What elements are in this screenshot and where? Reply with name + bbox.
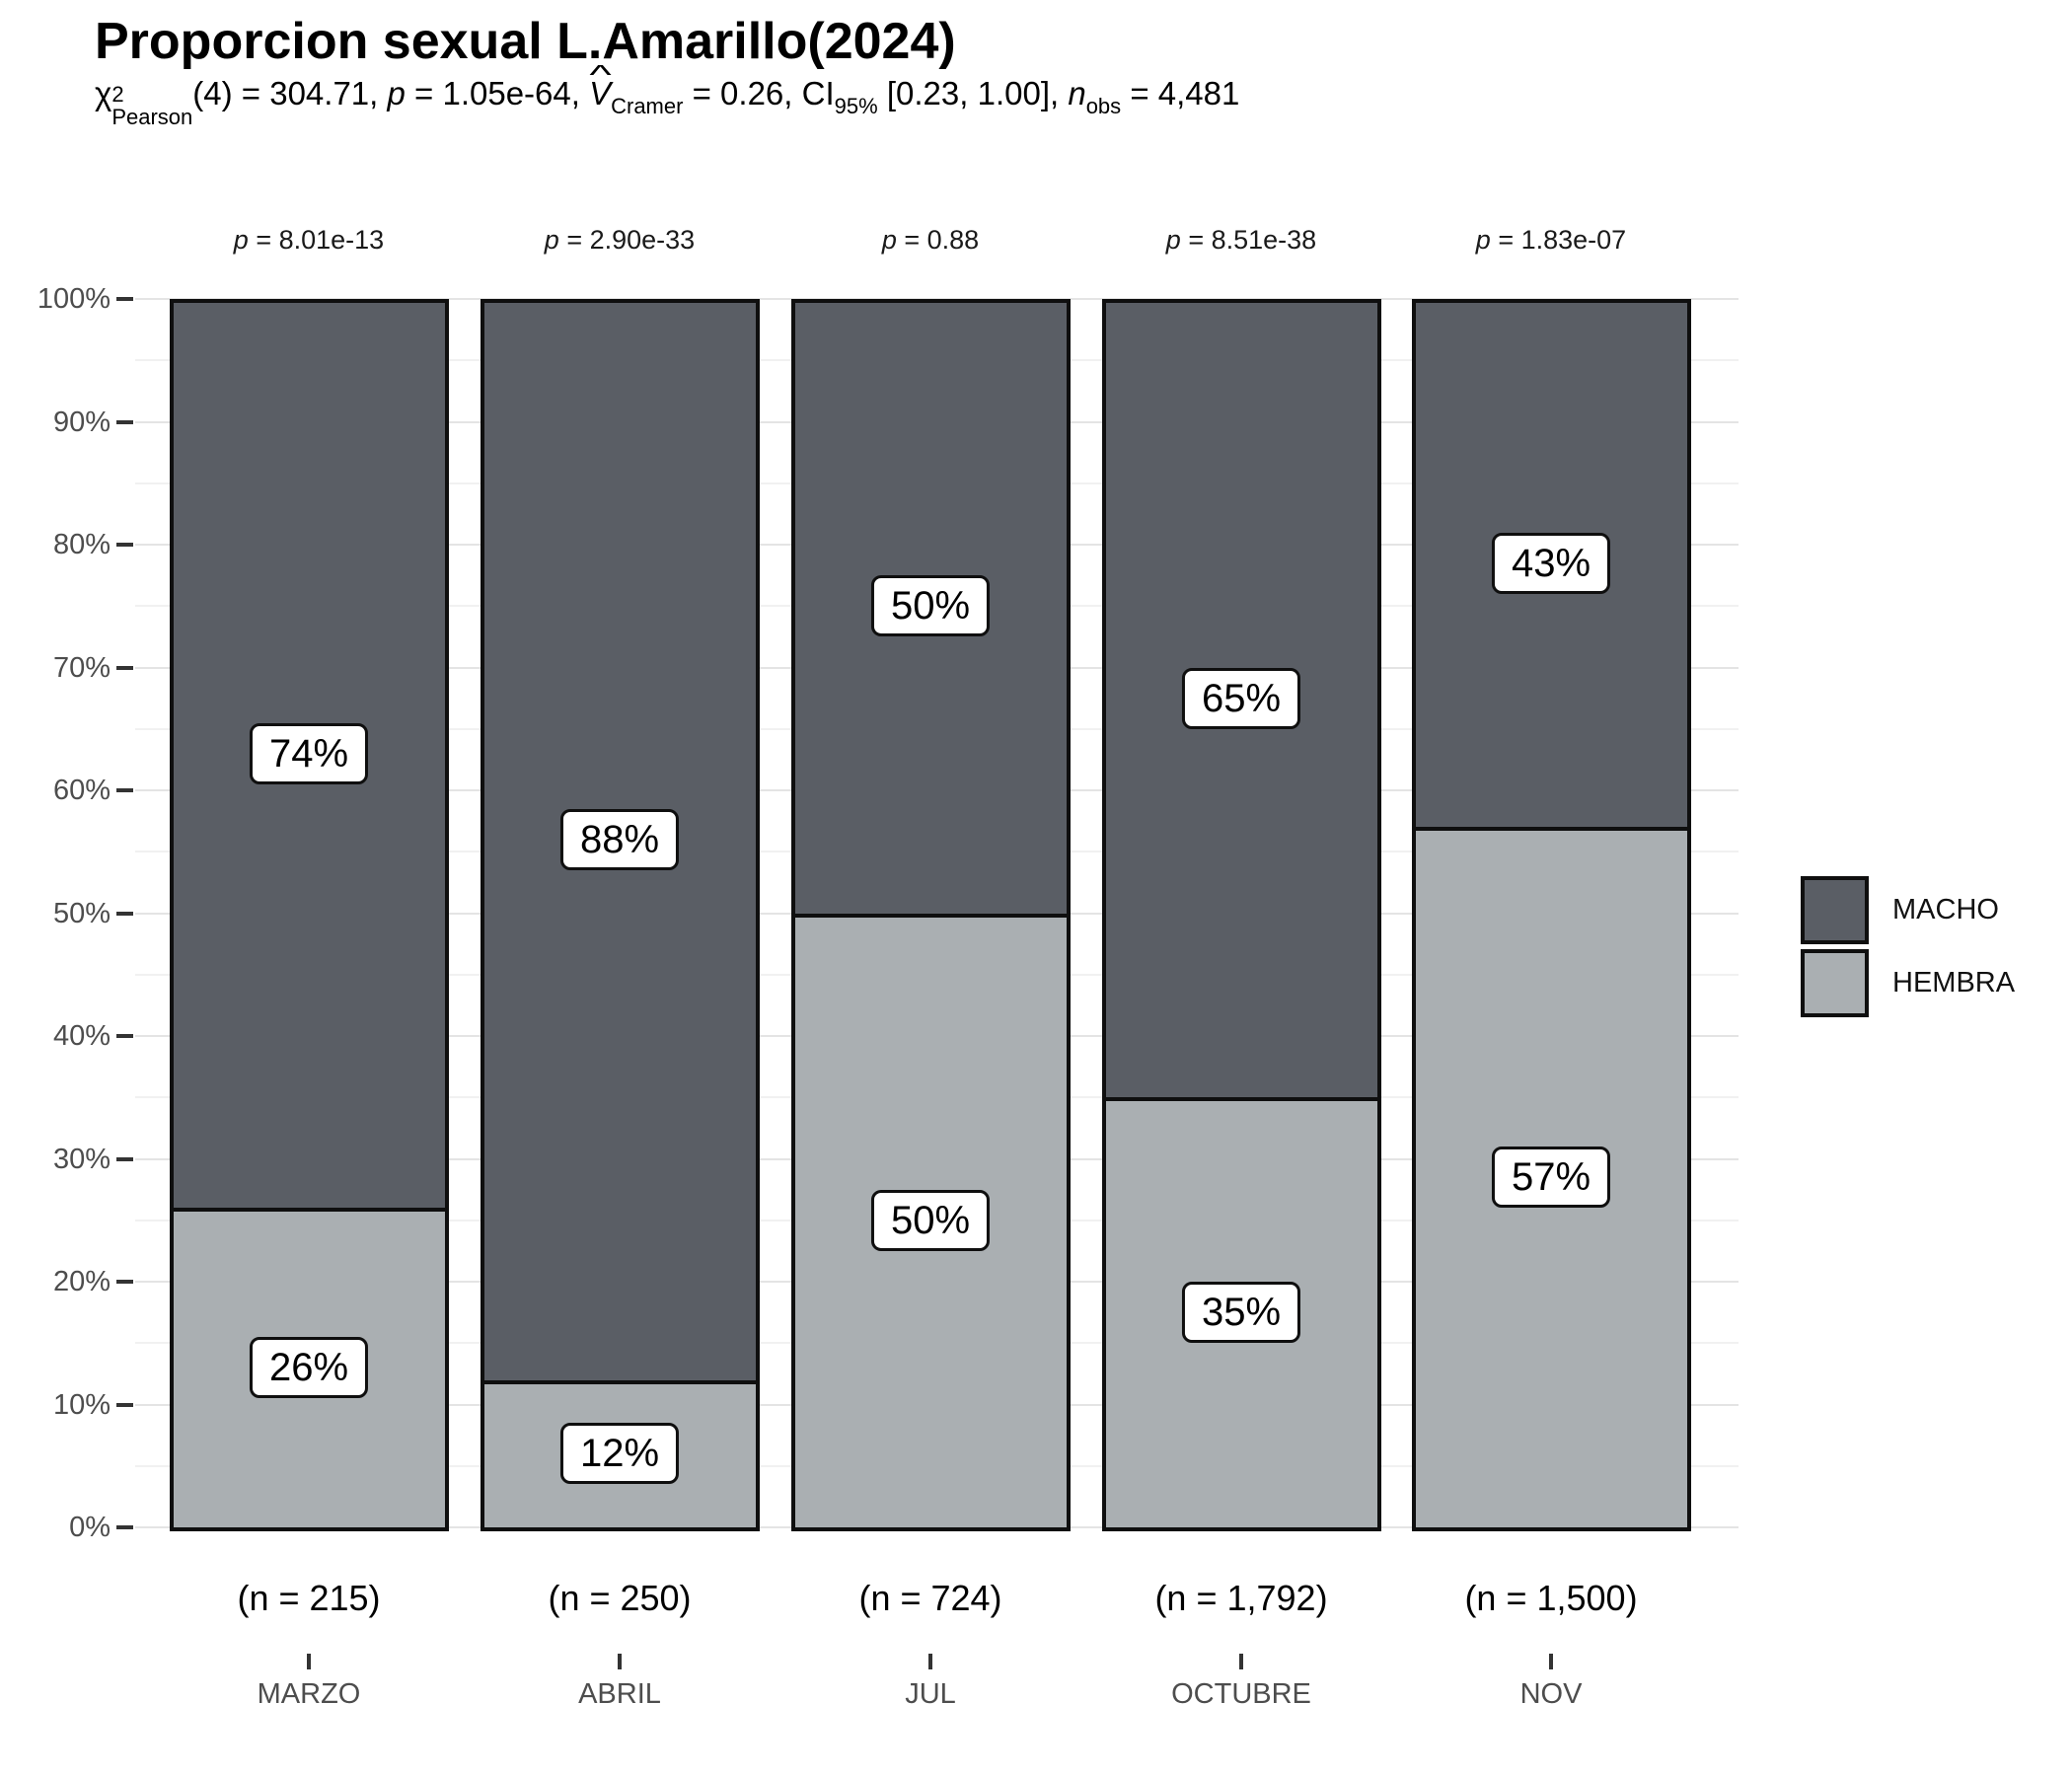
value-label-hembra: 26% [249, 1337, 369, 1399]
y-axis-tick [116, 665, 133, 670]
legend-item-macho: MACHO [1801, 876, 2015, 944]
p-symbol: p [1475, 225, 1491, 255]
p-value-label: p = 2.90e-33 [545, 223, 695, 257]
x-axis-tick [1239, 1654, 1243, 1669]
value-label-hembra: 57% [1491, 1147, 1611, 1209]
p-value-text: = 8.01e-13 [248, 225, 385, 255]
ci-subscript: 95% [834, 94, 878, 118]
y-axis-tick [116, 1156, 133, 1161]
chart-title: Proporcion sexual L.Amarillo(2024) [95, 13, 956, 70]
p-value-label: p = 1.83e-07 [1476, 223, 1626, 257]
n-symbol: n [1068, 75, 1086, 111]
y-axis-tick [116, 419, 133, 424]
p-symbol: p [233, 225, 249, 255]
legend-swatch-hembra [1801, 949, 1869, 1017]
p-value-label: p = 8.51e-38 [1166, 223, 1316, 257]
legend-item-hembra: HEMBRA [1801, 949, 2015, 1017]
y-axis-tick [116, 1280, 133, 1284]
ci-text: [0.23, 1.00], [877, 75, 1069, 111]
x-axis-label-octubre: OCTUBRE [1171, 1678, 1311, 1710]
p-symbol: p [881, 225, 897, 255]
p-value-text: = 2.90e-33 [558, 225, 696, 255]
y-axis-label: 40% [52, 1020, 111, 1052]
value-label-hembra: 12% [559, 1423, 680, 1485]
v-cramer-symbol: ^ V [589, 59, 612, 111]
value-label-macho: 65% [1181, 667, 1301, 729]
p-value-label: p = 0.88 [882, 223, 979, 257]
value-label-hembra: 35% [1181, 1282, 1301, 1344]
chi-stat-text: (4) = 304.71, [192, 75, 388, 111]
y-axis-tick [116, 788, 133, 792]
y-axis-label: 60% [52, 775, 111, 806]
p-symbol: p [387, 75, 406, 111]
sample-size-label: (n = 250) [548, 1578, 692, 1618]
x-axis-tick [928, 1654, 932, 1669]
x-axis-label-abril: ABRIL [578, 1678, 661, 1710]
y-axis-label: 50% [52, 897, 111, 929]
y-axis-label: 30% [52, 1143, 111, 1175]
y-axis-label: 80% [52, 529, 111, 560]
y-axis-label: 100% [37, 283, 111, 315]
y-axis-tick [116, 911, 133, 916]
y-axis-tick [116, 297, 133, 301]
x-axis-label-jul: JUL [905, 1678, 956, 1710]
y-axis-tick [116, 1402, 133, 1407]
y-axis-tick [116, 543, 133, 547]
x-axis-tick [307, 1654, 311, 1669]
y-axis-label: 0% [69, 1512, 111, 1543]
x-axis-label-nov: NOV [1519, 1678, 1583, 1710]
n-text: = 4,481 [1121, 75, 1240, 111]
y-axis-label: 90% [52, 406, 111, 438]
sample-size-label: (n = 1,792) [1154, 1578, 1328, 1618]
sample-size-label: (n = 215) [237, 1578, 381, 1618]
legend: MACHO HEMBRA [1801, 876, 2015, 1022]
x-axis-label-marzo: MARZO [257, 1678, 361, 1710]
chi-sup-sub: 2 Pearson [111, 83, 192, 128]
value-label-macho: 74% [249, 722, 369, 784]
n-subscript: obs [1085, 94, 1122, 118]
chi-exponent: 2 [111, 82, 124, 107]
p-value-label: p = 8.01e-13 [234, 223, 384, 257]
hat-accent: ^ [589, 59, 612, 90]
p-value-text: = 1.83e-07 [1490, 225, 1627, 255]
y-axis-tick [116, 1034, 133, 1038]
value-label-hembra: 50% [870, 1189, 991, 1251]
y-axis-label: 20% [52, 1266, 111, 1297]
chi-subscript: Pearson [111, 105, 193, 129]
value-label-macho: 50% [870, 575, 991, 637]
v-stat-text: = 0.26, [683, 75, 802, 111]
y-axis-label: 70% [52, 651, 111, 684]
sample-size-label: (n = 724) [858, 1578, 1002, 1618]
chi-symbol: χ [95, 75, 112, 111]
chart-subtitle: χ 2 Pearson (4) = 304.71, p = 1.05e-64, ^ VC… [95, 59, 1240, 128]
sample-size-label: (n = 1,500) [1464, 1578, 1638, 1618]
value-label-macho: 88% [559, 808, 680, 870]
legend-label-macho: MACHO [1892, 894, 1999, 925]
p-value-text: = 0.88 [896, 225, 980, 255]
legend-label-hembra: HEMBRA [1892, 967, 2016, 999]
legend-swatch-macho [1801, 876, 1869, 944]
value-label-macho: 43% [1491, 532, 1611, 594]
x-axis-tick [1549, 1654, 1553, 1669]
x-axis-tick [618, 1654, 622, 1669]
y-axis-label: 10% [52, 1388, 111, 1421]
p-symbol: p [1165, 225, 1181, 255]
p-stat-text: = 1.05e-64, [405, 75, 590, 111]
y-axis-tick [116, 1525, 133, 1529]
p-value-text: = 8.51e-38 [1180, 225, 1317, 255]
p-symbol: p [544, 225, 559, 255]
ci-symbol: CI [801, 75, 835, 111]
v-cramer-subscript: Cramer [611, 94, 684, 118]
